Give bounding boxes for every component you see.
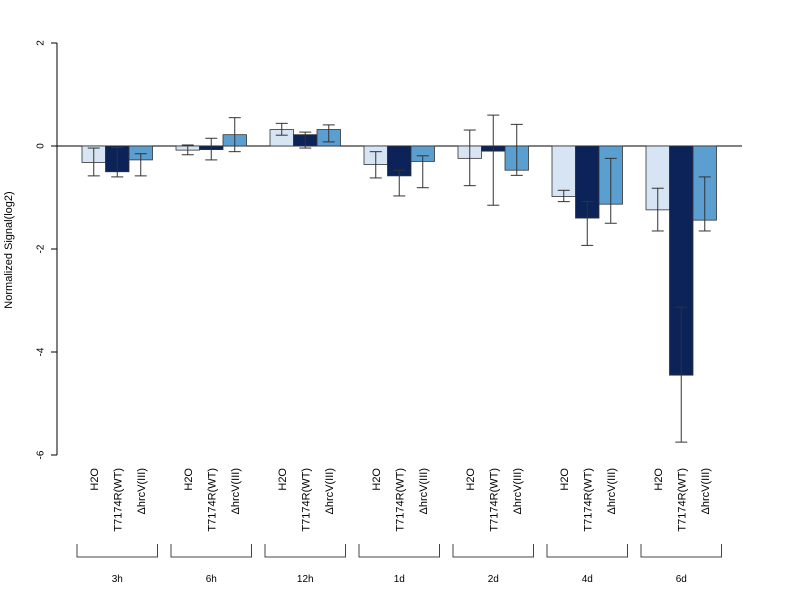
group-bracket xyxy=(76,544,158,558)
bar-label: H2O xyxy=(465,468,477,491)
group-label: 6d xyxy=(676,574,687,585)
bar-label: H2O xyxy=(559,468,571,491)
group-bracket xyxy=(452,544,534,558)
bar-label: T7174R(WT) xyxy=(582,468,594,532)
bar-label: T7174R(WT) xyxy=(676,468,688,532)
bar-label: ΔhrcV(III) xyxy=(324,468,336,514)
group-bracket xyxy=(546,544,628,558)
group-label: 4d xyxy=(582,574,593,585)
category-labels: H2O T7174R(WT) ΔhrcV(III) H2O T7174R(WT) Δhrc… xyxy=(89,468,712,532)
group-bracket xyxy=(640,544,722,558)
bar-label: T7174R(WT) xyxy=(300,468,312,532)
group-label: 12h xyxy=(297,574,314,585)
group-bracket xyxy=(170,544,252,558)
y-tick-label: 0 xyxy=(36,143,47,149)
bar xyxy=(551,145,576,197)
bar-label: ΔhrcV(III) xyxy=(418,468,430,514)
group-brackets: 3h 6h 12h 1d 2d 4d 6d xyxy=(76,544,722,585)
bar-label: H2O xyxy=(371,468,383,491)
bar-label: ΔhrcV(III) xyxy=(512,468,524,514)
y-tick-label: -6 xyxy=(36,450,47,459)
group-label: 2d xyxy=(488,574,499,585)
bar-label: H2O xyxy=(183,468,195,491)
y-tick-label: -4 xyxy=(36,347,47,356)
group-bracket xyxy=(358,544,440,558)
bar-label: T7174R(WT) xyxy=(206,468,218,532)
bar-label: ΔhrcV(III) xyxy=(136,468,148,514)
group-label: 1d xyxy=(394,574,405,585)
y-tick-label: 2 xyxy=(36,40,47,46)
y-axis: 2 0 -2 -4 -6 xyxy=(36,40,58,459)
bar-label: ΔhrcV(III) xyxy=(606,468,618,514)
error-bars xyxy=(87,114,711,443)
bar-label: ΔhrcV(III) xyxy=(230,468,242,514)
group-label: 6h xyxy=(206,574,217,585)
bar-label: H2O xyxy=(653,468,665,491)
y-axis-title: Normalized Signal(log2) xyxy=(3,191,15,308)
group-bracket xyxy=(264,544,346,558)
bar-label: ΔhrcV(III) xyxy=(700,468,712,514)
axis-titles: Normalized Signal(log2) xyxy=(3,191,15,308)
bar-label: T7174R(WT) xyxy=(394,468,406,532)
bar-label: H2O xyxy=(89,468,101,491)
bar-label: T7174R(WT) xyxy=(112,468,124,532)
group-label: 3h xyxy=(112,574,123,585)
bar-label: T7174R(WT) xyxy=(488,468,500,532)
bar-label: H2O xyxy=(277,468,289,491)
y-tick-label: -2 xyxy=(36,244,47,253)
bars xyxy=(81,129,717,376)
